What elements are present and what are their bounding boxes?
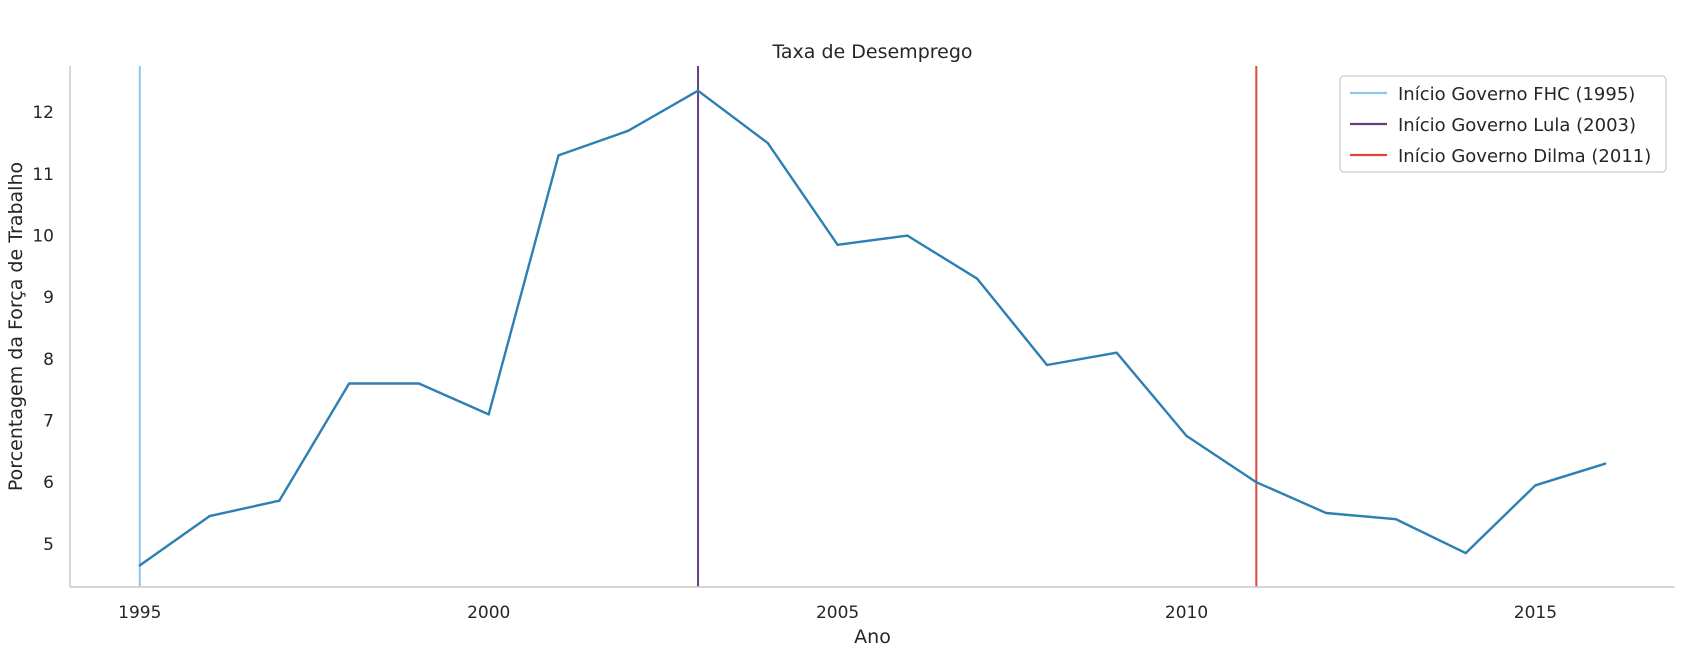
data-point <box>696 89 700 92</box>
data-point <box>1045 363 1049 367</box>
plot-area <box>138 66 1607 587</box>
data-point <box>766 141 770 145</box>
x-tick-label: 2000 <box>467 603 510 623</box>
data-point <box>1394 517 1398 521</box>
y-axis-title: Porcentagem da Força de Trabalho <box>5 162 27 491</box>
data-point <box>487 413 490 416</box>
x-tick-label: 2015 <box>1514 603 1557 623</box>
x-tick-labels: 1995 2000 2005 2010 2015 <box>118 603 1557 623</box>
x-axis-title: Ano <box>854 626 891 648</box>
legend: Início Governo FHC (1995) Início Governo … <box>1339 75 1667 173</box>
legend-label: Início Governo FHC (1995) <box>1398 84 1635 105</box>
y-tick-label: 10 <box>32 227 54 247</box>
data-point <box>1324 511 1328 515</box>
x-tick-label: 2005 <box>816 603 859 623</box>
data-point <box>278 499 281 502</box>
data-point <box>1255 480 1258 484</box>
legend-label: Início Governo Dilma (2011) <box>1398 146 1651 167</box>
data-point <box>1604 462 1607 465</box>
x-tick-label: 2010 <box>1165 603 1208 623</box>
data-point <box>627 129 630 132</box>
y-tick-label: 12 <box>32 103 54 123</box>
legend-frame <box>1339 75 1667 173</box>
data-point <box>1185 434 1188 438</box>
data-point <box>208 514 211 518</box>
data-point <box>975 277 979 280</box>
data-point <box>836 243 839 247</box>
data-point <box>347 382 351 385</box>
data-point <box>906 234 909 237</box>
data-point <box>1534 484 1537 487</box>
series-line-0 <box>139 89 1606 567</box>
data-point <box>1115 351 1118 354</box>
legend-label: Início Governo Lula (2003) <box>1398 115 1636 136</box>
y-tick-label: 6 <box>43 473 54 493</box>
y-tick-label: 11 <box>32 165 54 185</box>
data-point <box>138 564 141 567</box>
y-tick-label: 7 <box>43 412 54 432</box>
data-point <box>417 382 421 385</box>
y-tick-label: 5 <box>43 535 54 555</box>
data-point <box>557 154 560 157</box>
data-point <box>1464 551 1467 555</box>
y-tick-labels: 5 6 7 8 9 10 11 12 <box>32 103 54 555</box>
x-tick-label: 1995 <box>118 603 161 623</box>
y-tick-label: 9 <box>43 288 54 308</box>
y-tick-label: 8 <box>43 350 54 370</box>
chart-title: Taxa de Desemprego <box>771 41 972 63</box>
